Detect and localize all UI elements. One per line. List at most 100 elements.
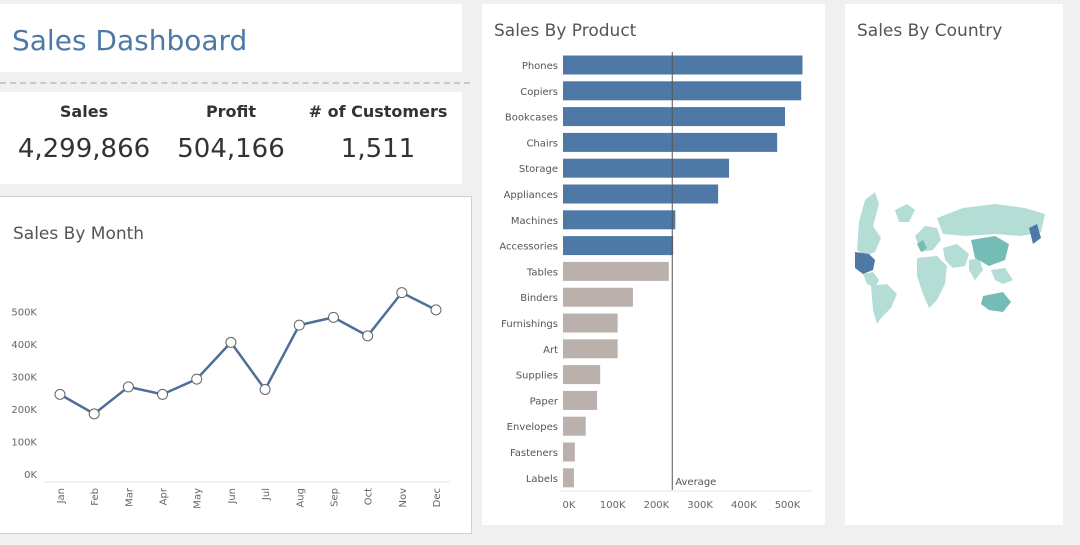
category-label: Fasteners xyxy=(510,448,558,459)
kpi-value: 1,511 xyxy=(340,134,416,164)
map-region[interactable] xyxy=(895,204,915,222)
y-tick-label: 100K xyxy=(11,438,37,449)
x-tick-label: May xyxy=(193,488,204,509)
category-label: Labels xyxy=(526,474,558,485)
kpi-label: # of Customers xyxy=(308,102,448,121)
map-region[interactable] xyxy=(917,240,927,252)
x-tick-label: Oct xyxy=(364,488,375,505)
data-point xyxy=(259,384,271,395)
category-label: Accessories xyxy=(499,242,558,253)
y-tick-label: 200K xyxy=(11,405,37,416)
category-label: Storage xyxy=(519,164,558,175)
x-tick-label: Nov xyxy=(398,488,409,508)
category-label: Bookcases xyxy=(505,113,558,124)
kpi-value: 504,166 xyxy=(177,134,285,164)
map-shapes xyxy=(855,192,1045,324)
data-point xyxy=(157,388,169,400)
map-region[interactable] xyxy=(917,256,947,308)
bar xyxy=(563,55,803,75)
map-region[interactable] xyxy=(971,236,1009,266)
y-tick-label: 400K xyxy=(11,340,37,351)
map-region[interactable] xyxy=(991,268,1013,284)
bar xyxy=(563,158,730,178)
x-tick-label: Sep xyxy=(329,488,340,507)
bar xyxy=(563,132,778,152)
category-label: Art xyxy=(543,345,558,356)
y-tick-label: 0K xyxy=(24,470,37,481)
bar xyxy=(563,210,676,230)
map-region[interactable] xyxy=(915,226,941,252)
data-point xyxy=(88,408,100,420)
series-line xyxy=(59,291,437,416)
x-tick-label: 100K xyxy=(600,500,626,511)
x-tick-label: Dec xyxy=(432,488,443,507)
kpi-label: Profit xyxy=(205,102,257,121)
chart-title: Sales By Product xyxy=(494,21,637,41)
bar xyxy=(563,107,786,127)
data-point xyxy=(54,388,66,400)
y-tick-label: 300K xyxy=(11,373,37,384)
category-label: Paper xyxy=(530,396,559,407)
map-region[interactable] xyxy=(871,284,897,324)
map-region[interactable] xyxy=(943,244,969,268)
chart-title: Sales By Month xyxy=(13,224,145,244)
map-region[interactable] xyxy=(937,204,1045,236)
x-tick-label: Jul xyxy=(261,488,272,501)
map-region[interactable] xyxy=(863,272,879,288)
world-map[interactable] xyxy=(845,4,1063,525)
category-label: Binders xyxy=(520,293,558,304)
data-point xyxy=(191,373,203,385)
data-point xyxy=(293,319,305,331)
bar xyxy=(563,313,618,333)
kpi-panel: Sales 4,299,866 Profit 504,166 # of Cust… xyxy=(0,92,462,184)
bar xyxy=(563,81,802,101)
category-label: Envelopes xyxy=(507,422,558,433)
divider xyxy=(0,82,470,84)
x-tick-label: Apr xyxy=(159,487,170,505)
y-tick-label: 500K xyxy=(11,308,37,319)
data-point xyxy=(225,336,237,348)
x-tick-label: Feb xyxy=(90,488,101,506)
map-region[interactable] xyxy=(981,292,1011,312)
average-label: Average xyxy=(675,477,716,488)
category-label: Machines xyxy=(511,216,558,227)
bar xyxy=(563,261,669,281)
category-label: Appliances xyxy=(504,190,558,201)
map-region[interactable] xyxy=(857,192,881,256)
title-panel: Sales Dashboard xyxy=(0,4,462,72)
category-label: Phones xyxy=(522,61,558,72)
category-label: Furnishings xyxy=(501,319,558,330)
kpi-label: Sales xyxy=(59,102,109,121)
sales-by-product-panel: Sales By Product Phones Copiers Bookcases C… xyxy=(482,4,825,525)
bar xyxy=(563,236,674,256)
bar xyxy=(563,365,601,385)
x-tick-label: 0K xyxy=(563,500,576,511)
map-region[interactable] xyxy=(855,252,875,274)
map-region[interactable] xyxy=(969,258,983,280)
sales-by-month-chart: 0K 100K 200K 300K 400K 500K Jan Feb Mar Apr May Jun… xyxy=(11,287,450,509)
x-tick-label: Aug xyxy=(295,488,306,508)
category-label: Supplies xyxy=(516,371,558,382)
bar xyxy=(563,339,618,359)
x-tick-label: 300K xyxy=(687,500,713,511)
data-point xyxy=(122,381,134,393)
map-region[interactable] xyxy=(1029,224,1041,244)
bar xyxy=(563,287,633,307)
data-point xyxy=(362,330,374,342)
category-label: Tables xyxy=(526,267,558,278)
x-tick-label: Jan xyxy=(56,488,67,504)
category-label: Copiers xyxy=(520,87,558,98)
bar xyxy=(563,442,575,462)
x-tick-label: Jun xyxy=(227,488,238,505)
map-title: Sales By Country xyxy=(857,21,1003,41)
sales-by-product-chart: Phones Copiers Bookcases Chairs Storage Appli… xyxy=(499,52,812,511)
dashboard-title: Sales Dashboard xyxy=(12,24,248,57)
bar xyxy=(563,468,574,488)
x-tick-label: 400K xyxy=(731,500,757,511)
kpi-value: 4,299,866 xyxy=(17,134,151,164)
x-tick-label: 500K xyxy=(775,500,801,511)
data-point xyxy=(327,311,339,323)
bar xyxy=(563,184,719,204)
data-point xyxy=(430,304,442,316)
category-label: Chairs xyxy=(526,138,558,149)
